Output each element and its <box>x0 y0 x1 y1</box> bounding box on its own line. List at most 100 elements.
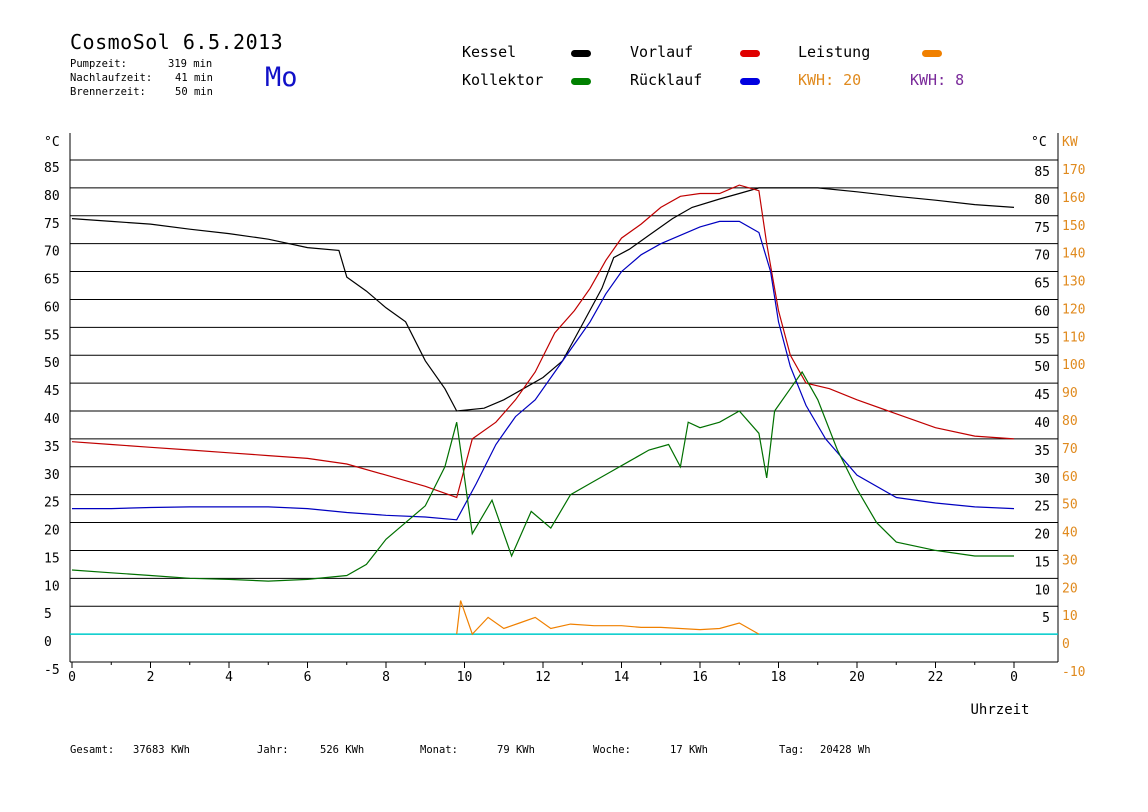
y-left-tick-label: 65 <box>44 273 60 288</box>
x-axis-label: Uhrzeit <box>970 702 1029 718</box>
y-left-tick-label: 80 <box>44 189 60 204</box>
legend-vorlauf-swatch <box>740 50 760 57</box>
y-right-power-tick-label: 80 <box>1062 414 1078 429</box>
legend-kollektor-swatch <box>571 78 591 85</box>
y-right-power-tick-label: 130 <box>1062 275 1085 290</box>
series-vorlauf <box>71 184 1015 499</box>
x-tick-label: 6 <box>304 670 312 685</box>
legend-ruecklauf-label: Rücklauf <box>630 71 703 89</box>
y-right-power-tick-label: 140 <box>1062 247 1085 262</box>
y-left-tick-label: -5 <box>44 663 60 678</box>
y-left-tick-label: 50 <box>44 356 60 371</box>
x-tick-label: 2 <box>147 670 155 685</box>
x-tick-label: 10 <box>457 670 473 685</box>
y-left-tick-label: 70 <box>44 245 60 260</box>
y-left-tick-label: 55 <box>44 328 60 343</box>
y-right-power-tick-label: 170 <box>1062 163 1085 178</box>
y-left-tick-label: 35 <box>44 440 60 455</box>
y-left-unit-label: °C <box>44 135 60 150</box>
y-right-tick-label: 40 <box>1034 416 1050 431</box>
y-right-power-tick-label: 70 <box>1062 442 1078 457</box>
y-right-power-tick-label: 60 <box>1062 470 1078 485</box>
legend-ruecklauf-swatch <box>740 78 760 85</box>
y-left-tick-label: 25 <box>44 496 60 511</box>
footer-gesamt-value: 37683 KWh <box>133 744 190 756</box>
series-ruecklauf <box>72 220 1015 521</box>
y-right-power-tick-label: -10 <box>1062 665 1085 680</box>
x-tick-label: 18 <box>771 670 787 685</box>
y-right-power-tick-label: 120 <box>1062 302 1085 317</box>
legend-kessel-label: Kessel <box>462 43 517 61</box>
stat-brennerzeit-label: Brennerzeit: <box>70 86 146 98</box>
x-tick-label: 12 <box>535 670 551 685</box>
y-right-tick-label: 35 <box>1034 444 1050 459</box>
x-tick-label: 20 <box>849 670 865 685</box>
footer-tag-value: 20428 Wh <box>820 744 871 756</box>
y-right-power-tick-label: 90 <box>1062 386 1078 401</box>
day-label: Mo <box>265 62 298 93</box>
y-right-power-tick-label: 40 <box>1062 526 1078 541</box>
y-right-power-unit-label: KW <box>1062 135 1078 150</box>
y-right-unit-label: °C <box>1031 135 1047 150</box>
footer-gesamt-label: Gesamt: <box>70 744 115 756</box>
y-right-power-tick-label: 150 <box>1062 219 1085 234</box>
y-left-tick-label: 45 <box>44 384 60 399</box>
footer-tag-label: Tag: <box>779 744 805 756</box>
y-right-power-tick-label: 160 <box>1062 191 1085 206</box>
x-tick-label: 14 <box>614 670 630 685</box>
y-left-tick-label: 30 <box>44 468 60 483</box>
stat-pumpzeit-label: Pumpzeit: <box>70 58 127 70</box>
y-left-tick-label: 75 <box>44 217 60 232</box>
x-tick-label: 0 <box>68 670 76 685</box>
x-tick-label: 22 <box>928 670 944 685</box>
legend-kessel-swatch <box>571 50 591 57</box>
y-left-tick-label: 85 <box>44 161 60 176</box>
y-right-power-tick-label: 30 <box>1062 553 1078 568</box>
y-right-tick-label: 15 <box>1034 555 1050 570</box>
y-left-tick-label: 15 <box>44 551 60 566</box>
legend-leistung-swatch <box>922 50 942 57</box>
y-right-tick-label: 5 <box>1042 611 1050 626</box>
y-right-tick-label: 50 <box>1034 360 1050 375</box>
y-right-power-tick-label: 0 <box>1062 637 1070 652</box>
y-right-tick-label: 80 <box>1034 193 1050 208</box>
y-right-tick-label: 65 <box>1034 277 1050 292</box>
x-tick-label: 4 <box>225 670 233 685</box>
y-right-tick-label: 25 <box>1034 500 1050 515</box>
legend-kwh-orange: KWH: 20 <box>798 71 862 89</box>
x-tick-label: 16 <box>692 670 708 685</box>
y-right-power-tick-label: 50 <box>1062 498 1078 513</box>
y-right-tick-label: 20 <box>1034 528 1050 543</box>
footer-woche-label: Woche: <box>593 744 631 756</box>
y-left-tick-label: 60 <box>44 300 60 315</box>
y-right-power-tick-label: 110 <box>1062 330 1085 345</box>
series-kollektor <box>71 370 1014 582</box>
footer-monat-label: Monat: <box>420 744 458 756</box>
stat-pumpzeit-value: 319 min <box>168 58 213 70</box>
y-right-tick-label: 45 <box>1034 388 1050 403</box>
y-left-tick-label: 0 <box>44 635 52 650</box>
legend-leistung-label: Leistung <box>798 43 871 61</box>
x-tick-label: 0 <box>1010 670 1018 685</box>
y-right-power-tick-label: 10 <box>1062 609 1078 624</box>
footer-jahr-label: Jahr: <box>257 744 289 756</box>
stat-nachlaufzeit-label: Nachlaufzeit: <box>70 72 153 84</box>
footer-woche-value: 17 KWh <box>670 744 708 756</box>
series-leistung <box>456 600 760 636</box>
legend-kwh-purple: KWH: 8 <box>910 71 965 89</box>
y-right-tick-label: 55 <box>1034 332 1050 347</box>
series-kessel <box>71 187 1015 412</box>
y-right-tick-label: 10 <box>1034 583 1050 598</box>
legend-kollektor-label: Kollektor <box>462 71 544 89</box>
stat-nachlaufzeit-value: 41 min <box>175 72 213 84</box>
y-right-power-tick-label: 20 <box>1062 581 1078 596</box>
y-right-tick-label: 30 <box>1034 472 1050 487</box>
y-right-tick-label: 60 <box>1034 304 1050 319</box>
y-right-tick-label: 70 <box>1034 249 1050 264</box>
y-right-power-tick-label: 100 <box>1062 358 1085 373</box>
y-left-tick-label: 5 <box>44 607 52 622</box>
legend-vorlauf-label: Vorlauf <box>630 43 694 61</box>
page-title: CosmoSol 6.5.2013 <box>70 30 284 54</box>
stat-brennerzeit-value: 50 min <box>175 86 213 98</box>
